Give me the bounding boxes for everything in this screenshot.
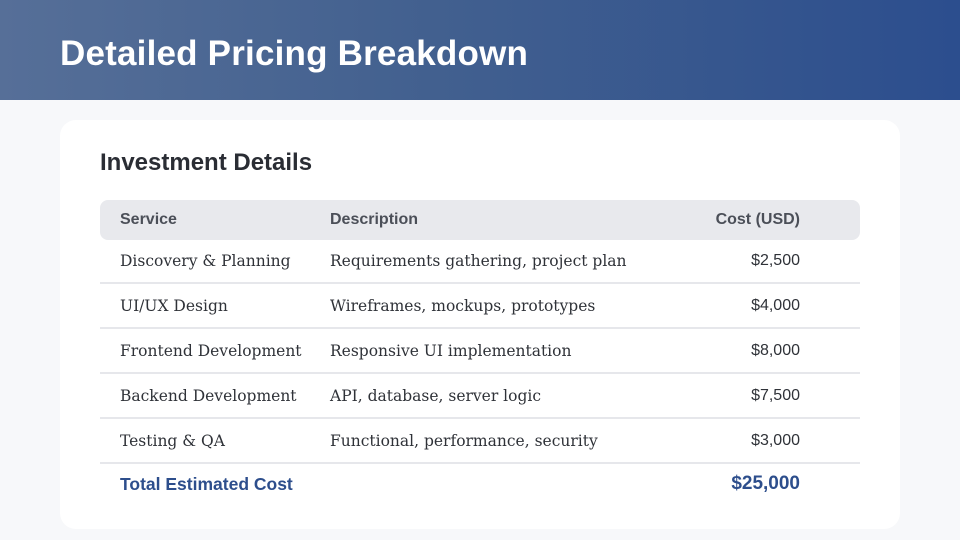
service-cell: Testing & QA (120, 431, 225, 450)
table-header: Service Description Cost (USD) (100, 200, 860, 240)
total-label: Total Estimated Cost (120, 473, 293, 494)
service-cell: Frontend Development (120, 341, 302, 360)
investment-card: Investment Details Service Description C… (60, 120, 900, 529)
table-row: Discovery & Planning Requirements gather… (100, 240, 860, 284)
card-title: Investment Details (100, 149, 313, 176)
table-row: UI/UX Design Wireframes, mockups, protot… (100, 284, 860, 329)
total-value: $25,000 (731, 473, 800, 494)
cost-cell: $3,000 (751, 431, 800, 449)
column-header-service: Service (120, 211, 177, 228)
description-cell: Wireframes, mockups, prototypes (330, 296, 596, 315)
page-header: Detailed Pricing Breakdown (0, 0, 960, 100)
description-cell: Functional, performance, security (330, 431, 598, 450)
column-header-description: Description (330, 211, 419, 228)
cost-cell: $2,500 (751, 252, 800, 269)
table-body: Discovery & Planning Requirements gather… (100, 240, 860, 464)
total-row: Total Estimated Cost $25,000 (100, 464, 860, 504)
pricing-table: Service Description Cost (USD) Discovery… (100, 200, 860, 504)
cost-cell: $8,000 (751, 341, 800, 359)
table-row: Backend Development API, database, serve… (100, 374, 860, 419)
service-cell: Discovery & Planning (120, 252, 291, 270)
cost-cell: $7,500 (751, 386, 800, 404)
description-cell: Responsive UI implementation (330, 341, 572, 360)
table-row: Testing & QA Functional, performance, se… (100, 419, 860, 464)
table-row: Frontend Development Responsive UI imple… (100, 329, 860, 374)
service-cell: Backend Development (120, 386, 297, 405)
description-cell: API, database, server logic (330, 386, 542, 405)
cost-cell: $4,000 (751, 296, 800, 314)
page-title: Detailed Pricing Breakdown (60, 34, 529, 73)
column-header-cost: Cost (USD) (715, 211, 800, 228)
service-cell: UI/UX Design (120, 296, 228, 315)
description-cell: Requirements gathering, project plan (330, 252, 627, 270)
